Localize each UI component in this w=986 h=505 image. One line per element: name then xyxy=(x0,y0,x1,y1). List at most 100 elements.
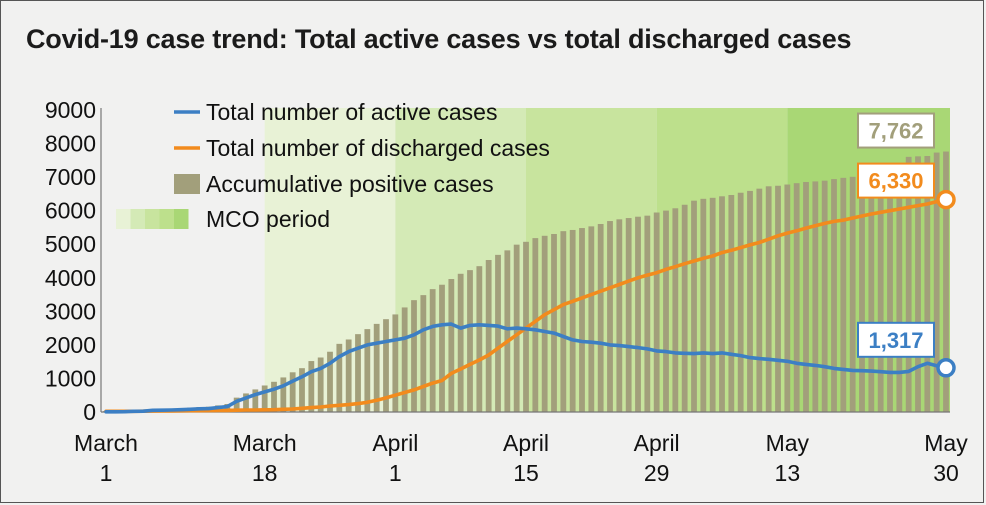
mco-swatch-step xyxy=(130,209,145,229)
y-tick-label: 2000 xyxy=(45,332,96,358)
cumulative-bar xyxy=(439,284,445,412)
mco-background xyxy=(264,108,950,412)
cumulative-bar xyxy=(821,180,828,412)
cumulative-bar xyxy=(896,163,903,412)
cumulative-bar xyxy=(812,181,819,412)
cumulative-bar xyxy=(420,295,427,412)
cumulative-bar xyxy=(672,208,679,412)
x-tick-label-day: 15 xyxy=(513,460,539,486)
legend: Total number of active cases Total number… xyxy=(116,99,550,232)
cumulative-bar xyxy=(644,215,651,412)
cumulative-bar xyxy=(597,223,604,412)
cumulative-bar xyxy=(877,170,884,412)
discharged-end-marker xyxy=(936,189,956,210)
cumulative-bar xyxy=(261,385,268,412)
cumulative-bar xyxy=(485,259,492,412)
cumulative-bar xyxy=(383,319,389,412)
end-labels: 7,762 6,330 1,317 xyxy=(857,112,935,358)
end-label-discharged: 6,330 xyxy=(857,162,935,199)
cumulative-bar xyxy=(924,156,931,412)
cumulative-bar xyxy=(653,212,660,412)
active-end-marker xyxy=(936,358,956,378)
cumulative-bar xyxy=(849,176,856,412)
x-tick-label-day: 1 xyxy=(389,460,402,486)
cumulative-bar xyxy=(709,197,716,412)
cumulative-bar xyxy=(737,192,744,412)
mco-swatch-step xyxy=(159,209,174,229)
cumulative-bar xyxy=(588,226,595,412)
cumulative-bar xyxy=(429,289,436,412)
legend-cumulative-swatch xyxy=(174,174,200,194)
mco-swatch-step xyxy=(174,209,189,229)
legend-active-label: Total number of active cases xyxy=(206,99,497,125)
cumulative-bar xyxy=(775,185,781,412)
cumulative-bar xyxy=(840,177,847,412)
cumulative-bar xyxy=(271,381,277,412)
cumulative-bar xyxy=(579,228,585,412)
y-tick-label: 8000 xyxy=(45,131,96,157)
end-label-discharged-box xyxy=(857,162,935,199)
x-tick-label-month: May xyxy=(924,430,968,456)
cumulative-bar xyxy=(905,156,912,412)
end-label-active-text: 1,317 xyxy=(868,328,923,353)
y-tick-label: 9000 xyxy=(45,97,96,123)
cumulative-bars xyxy=(103,151,949,412)
x-tick-label-day: 13 xyxy=(775,460,801,486)
lines xyxy=(104,189,956,414)
y-tick-label: 1000 xyxy=(45,365,96,391)
cumulative-bar xyxy=(308,361,315,412)
x-tick-label-month: March xyxy=(233,430,297,456)
x-tick-label-month: March xyxy=(74,430,138,456)
cumulative-bar xyxy=(233,397,240,412)
cumulative-bar xyxy=(541,235,548,412)
cumulative-bar xyxy=(345,339,352,412)
legend-discharged-label: Total number of discharged cases xyxy=(206,135,550,161)
y-tick-label: 6000 xyxy=(45,198,96,224)
x-tick-label-month: April xyxy=(634,430,680,456)
cumulative-bar xyxy=(457,273,464,412)
cumulative-bar xyxy=(532,238,539,412)
cumulative-bar xyxy=(252,389,259,412)
legend-mco-label: MCO period xyxy=(206,206,330,232)
cumulative-bar xyxy=(663,210,669,412)
legend-mco-swatch xyxy=(116,209,189,229)
x-tick-label-day: 30 xyxy=(933,460,959,486)
cumulative-bar xyxy=(336,343,343,412)
end-label-cumulative-box xyxy=(857,112,935,149)
cumulative-bar xyxy=(616,219,623,412)
cumulative-bar xyxy=(243,393,249,412)
cumulative-bar xyxy=(887,168,893,412)
cumulative-bar xyxy=(915,156,921,412)
cumulative-bar xyxy=(859,175,865,412)
cumulative-bar xyxy=(700,198,707,412)
cumulative-bar xyxy=(681,204,688,412)
cumulative-bar xyxy=(784,184,791,412)
cumulative-bar xyxy=(504,250,511,412)
chart-title: Covid-19 case trend: Total active cases … xyxy=(26,24,852,54)
x-tick-label-day: 18 xyxy=(252,460,278,486)
end-label-active: 1,317 xyxy=(857,321,935,358)
cumulative-bar xyxy=(373,323,380,412)
cumulative-bar xyxy=(392,314,399,412)
legend-cumulative-label: Accumulative positive cases xyxy=(206,171,494,197)
cumulative-bar xyxy=(289,372,296,412)
x-tick-label-month: April xyxy=(503,430,549,456)
end-label-cumulative-text: 7,762 xyxy=(868,119,923,144)
x-tick-label-month: April xyxy=(372,430,418,456)
cumulative-bar xyxy=(719,196,725,412)
cumulative-bar xyxy=(355,334,361,412)
active-line xyxy=(104,322,948,414)
cumulative-bar xyxy=(467,270,473,412)
cumulative-bar xyxy=(476,266,483,412)
cumulative-bar xyxy=(327,351,333,412)
cumulative-bar xyxy=(364,329,371,412)
cumulative-bar xyxy=(625,218,632,412)
cumulative-bar xyxy=(299,368,305,412)
cumulative-bar xyxy=(747,190,753,412)
cumulative-bar xyxy=(793,183,800,412)
cumulative-bar xyxy=(448,279,455,412)
cumulative-bar xyxy=(635,216,641,412)
cumulative-bar xyxy=(756,188,763,412)
y-tick-label: 3000 xyxy=(45,298,96,324)
